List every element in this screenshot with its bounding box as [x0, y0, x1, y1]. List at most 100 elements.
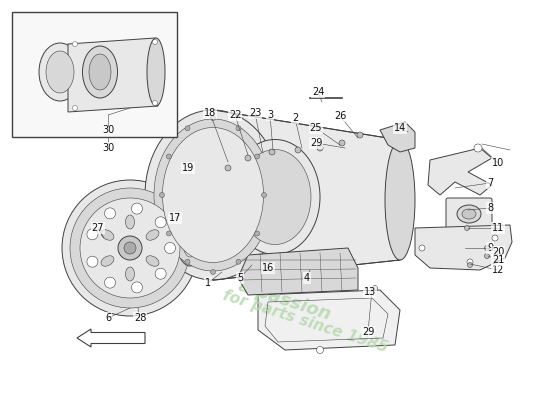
Circle shape	[211, 270, 216, 274]
Ellipse shape	[145, 110, 281, 280]
Ellipse shape	[462, 209, 476, 219]
Text: 3: 3	[267, 110, 273, 120]
Polygon shape	[258, 290, 400, 350]
Text: 8: 8	[487, 203, 493, 213]
Polygon shape	[415, 225, 512, 270]
Circle shape	[261, 192, 267, 198]
Circle shape	[104, 277, 116, 288]
Ellipse shape	[146, 230, 159, 240]
Text: 2: 2	[292, 113, 298, 123]
Circle shape	[255, 154, 260, 159]
Circle shape	[236, 126, 241, 131]
Circle shape	[166, 231, 172, 236]
Ellipse shape	[230, 140, 320, 254]
Circle shape	[485, 254, 490, 258]
FancyBboxPatch shape	[446, 198, 492, 230]
Text: 26: 26	[334, 111, 346, 121]
Circle shape	[62, 180, 198, 316]
Text: 9: 9	[487, 243, 493, 253]
Text: 18: 18	[204, 108, 216, 118]
Ellipse shape	[146, 256, 159, 266]
Text: 17: 17	[169, 213, 181, 223]
Circle shape	[87, 256, 98, 267]
Circle shape	[185, 126, 190, 131]
Circle shape	[80, 198, 180, 298]
Text: 29: 29	[310, 138, 322, 148]
Circle shape	[73, 42, 78, 46]
Text: 5: 5	[237, 273, 243, 283]
Ellipse shape	[162, 128, 263, 262]
Polygon shape	[238, 248, 358, 295]
Circle shape	[155, 268, 166, 279]
Circle shape	[166, 154, 172, 159]
Circle shape	[316, 346, 323, 354]
Circle shape	[492, 235, 498, 241]
Text: 23: 23	[249, 108, 261, 118]
Circle shape	[372, 286, 377, 290]
Text: 27: 27	[92, 223, 104, 233]
Circle shape	[118, 236, 142, 260]
Text: 24: 24	[312, 87, 324, 97]
Circle shape	[164, 242, 175, 254]
Polygon shape	[428, 148, 492, 195]
Circle shape	[245, 155, 251, 161]
Text: 28: 28	[134, 313, 146, 323]
Circle shape	[419, 245, 425, 251]
Text: 25: 25	[310, 123, 322, 133]
Circle shape	[104, 208, 116, 219]
Circle shape	[236, 259, 241, 264]
Ellipse shape	[147, 38, 165, 106]
Text: 22: 22	[229, 110, 241, 120]
Circle shape	[474, 144, 482, 152]
Text: a passion: a passion	[236, 276, 333, 324]
Ellipse shape	[89, 54, 111, 90]
Circle shape	[468, 262, 472, 268]
Circle shape	[160, 192, 164, 198]
Text: 7: 7	[487, 178, 493, 188]
Ellipse shape	[176, 208, 204, 266]
Ellipse shape	[46, 51, 74, 93]
Ellipse shape	[182, 217, 198, 257]
Circle shape	[485, 246, 490, 250]
Text: 20: 20	[492, 247, 504, 257]
Circle shape	[155, 217, 166, 228]
Text: 30: 30	[102, 143, 114, 153]
Circle shape	[131, 282, 142, 293]
Text: for parts since 1985: for parts since 1985	[221, 288, 389, 356]
Ellipse shape	[39, 43, 81, 101]
Bar	[12, 12, 177, 137]
Text: 21: 21	[492, 255, 504, 265]
Ellipse shape	[125, 215, 135, 229]
Text: 12: 12	[492, 265, 504, 275]
Circle shape	[225, 165, 231, 171]
Text: 19: 19	[182, 163, 194, 173]
Polygon shape	[380, 122, 415, 152]
FancyArrow shape	[77, 329, 145, 347]
Circle shape	[185, 259, 190, 264]
Circle shape	[339, 140, 345, 146]
Circle shape	[295, 147, 301, 153]
Circle shape	[73, 106, 78, 110]
Ellipse shape	[101, 256, 114, 266]
Circle shape	[211, 116, 216, 120]
Circle shape	[124, 242, 136, 254]
Text: 4: 4	[304, 273, 310, 283]
Polygon shape	[213, 110, 400, 280]
Ellipse shape	[82, 46, 118, 98]
Text: 1: 1	[205, 278, 211, 288]
Text: 6: 6	[105, 313, 111, 323]
Ellipse shape	[101, 230, 114, 240]
Text: 11: 11	[492, 223, 504, 233]
Text: 30: 30	[102, 125, 114, 135]
Circle shape	[152, 100, 157, 106]
Ellipse shape	[457, 205, 481, 223]
Text: 14: 14	[394, 123, 406, 133]
Circle shape	[255, 231, 260, 236]
Ellipse shape	[125, 267, 135, 281]
Circle shape	[131, 203, 142, 214]
Ellipse shape	[385, 140, 415, 260]
Circle shape	[269, 149, 275, 155]
Circle shape	[87, 229, 98, 240]
Ellipse shape	[154, 119, 272, 271]
Circle shape	[70, 188, 190, 308]
